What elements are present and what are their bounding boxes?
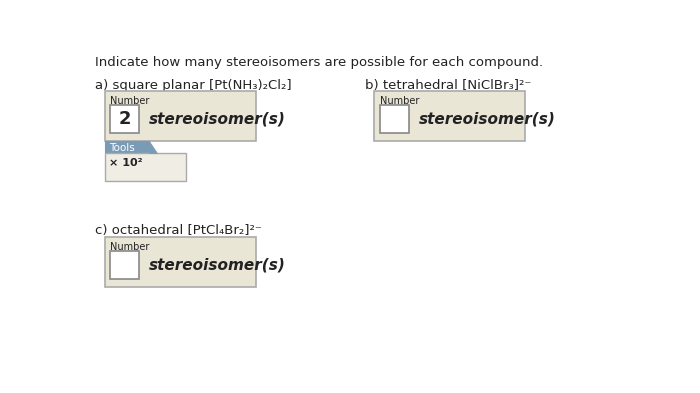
Text: c) octahedral [PtCl₄Br₂]²⁻: c) octahedral [PtCl₄Br₂]²⁻ <box>95 224 262 237</box>
Text: Tools: Tools <box>109 143 135 153</box>
Text: stereoisomer(s): stereoisomer(s) <box>419 111 555 126</box>
FancyBboxPatch shape <box>104 141 149 153</box>
Text: b) tetrahedral [NiClBr₃]²⁻: b) tetrahedral [NiClBr₃]²⁻ <box>365 79 531 92</box>
FancyBboxPatch shape <box>104 153 186 181</box>
Text: Number: Number <box>110 242 149 252</box>
Text: Indicate how many stereoisomers are possible for each compound.: Indicate how many stereoisomers are poss… <box>95 57 543 70</box>
Text: Number: Number <box>379 95 419 106</box>
Text: Number: Number <box>110 95 149 106</box>
FancyBboxPatch shape <box>104 237 256 287</box>
Text: stereoisomer(s): stereoisomer(s) <box>148 257 286 273</box>
Text: stereoisomer(s): stereoisomer(s) <box>148 111 286 126</box>
Polygon shape <box>149 141 157 153</box>
Text: × 10²: × 10² <box>109 158 143 168</box>
Text: 2: 2 <box>118 110 131 128</box>
FancyBboxPatch shape <box>374 91 526 141</box>
Bar <box>379 105 409 132</box>
Bar <box>110 105 139 132</box>
FancyBboxPatch shape <box>104 91 256 141</box>
Bar <box>110 251 139 279</box>
Text: a) square planar [Pt(NH₃)₂Cl₂]: a) square planar [Pt(NH₃)₂Cl₂] <box>95 79 292 92</box>
